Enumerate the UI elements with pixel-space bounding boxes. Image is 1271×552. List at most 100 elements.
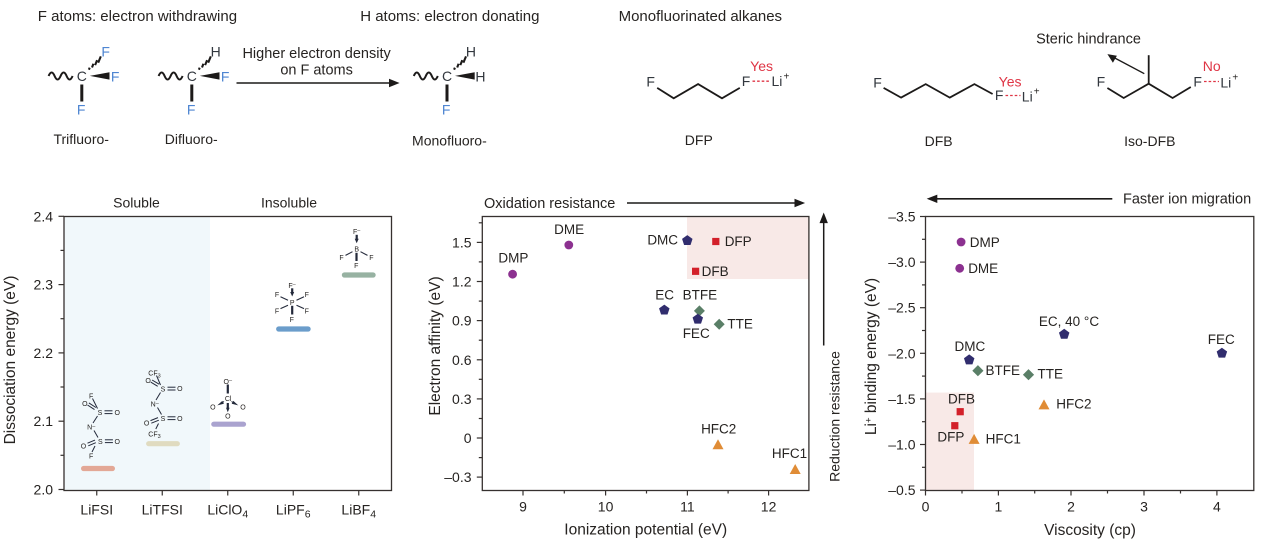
svg-text:O: O xyxy=(210,405,216,412)
svg-text:Li: Li xyxy=(772,73,783,89)
svg-text:Li: Li xyxy=(1022,88,1033,104)
svg-text:F: F xyxy=(101,43,110,59)
svg-text:O: O xyxy=(240,405,246,412)
svg-text:DFB: DFB xyxy=(702,264,729,279)
svg-text:Higher electron density: Higher electron density xyxy=(242,46,391,62)
svg-text:H: H xyxy=(475,69,485,85)
svg-text:1: 1 xyxy=(995,499,1003,515)
svg-text:O: O xyxy=(177,416,183,423)
svg-text:F: F xyxy=(89,454,93,461)
svg-text:O: O xyxy=(114,439,120,446)
svg-text:0.6: 0.6 xyxy=(452,352,472,368)
svg-text:10: 10 xyxy=(598,499,614,515)
svg-text:Ionization potential (eV): Ionization potential (eV) xyxy=(564,522,727,539)
svg-text:–2.0: –2.0 xyxy=(888,345,915,361)
svg-text:O: O xyxy=(81,444,87,451)
svg-text:O: O xyxy=(114,410,120,417)
svg-text:HFC2: HFC2 xyxy=(1056,396,1091,411)
svg-text:Li+ binding energy (eV): Li+ binding energy (eV) xyxy=(863,278,880,435)
svg-text:C: C xyxy=(187,68,197,84)
svg-text:LiClO4: LiClO4 xyxy=(207,502,248,521)
svg-text:0: 0 xyxy=(922,499,930,515)
svg-text:CF3: CF3 xyxy=(148,431,160,440)
svg-text:–3.0: –3.0 xyxy=(888,254,915,270)
svg-text:–0.5: –0.5 xyxy=(888,482,915,498)
svg-text:F: F xyxy=(305,308,309,315)
svg-text:DME: DME xyxy=(554,222,584,237)
svg-text:4: 4 xyxy=(1213,499,1221,515)
svg-text:LiBF4: LiBF4 xyxy=(341,502,376,521)
svg-text:F: F xyxy=(442,101,451,117)
svg-text:DFB: DFB xyxy=(925,133,953,149)
svg-text:F: F xyxy=(369,255,373,262)
svg-text:DMC: DMC xyxy=(955,339,986,354)
svg-text:3: 3 xyxy=(1140,499,1148,515)
svg-text:F: F xyxy=(221,69,230,85)
svg-text:11: 11 xyxy=(680,499,695,515)
svg-text:Insoluble: Insoluble xyxy=(261,195,317,211)
svg-text:Difluoro-: Difluoro- xyxy=(165,131,218,147)
svg-text:Iso-DFB: Iso-DFB xyxy=(1124,133,1175,149)
svg-text:TTE: TTE xyxy=(1038,367,1064,382)
svg-text:F: F xyxy=(89,393,93,400)
svg-text:DFP: DFP xyxy=(685,132,713,148)
svg-text:DFB: DFB xyxy=(948,392,975,407)
svg-text:LiTFSI: LiTFSI xyxy=(142,502,183,518)
svg-text:F: F xyxy=(1097,73,1106,89)
svg-text:DFP: DFP xyxy=(725,234,752,249)
svg-text:LiFSI: LiFSI xyxy=(80,502,113,518)
svg-text:+: + xyxy=(1232,73,1238,84)
svg-text:Reduction resistance: Reduction resistance xyxy=(827,351,843,482)
svg-text:HFC1: HFC1 xyxy=(986,431,1021,446)
svg-text:F: F xyxy=(77,101,86,117)
svg-text:0: 0 xyxy=(464,430,472,446)
svg-text:2.4: 2.4 xyxy=(34,208,54,224)
svg-text:B: B xyxy=(354,247,359,254)
svg-text:Yes: Yes xyxy=(999,74,1022,90)
svg-text:0.3: 0.3 xyxy=(452,391,472,407)
svg-text:Electron affinity (eV): Electron affinity (eV) xyxy=(427,276,444,415)
svg-text:O: O xyxy=(82,401,88,408)
svg-text:DMP: DMP xyxy=(498,251,528,266)
svg-text:Viscosity (cp): Viscosity (cp) xyxy=(1044,522,1136,539)
svg-text:F: F xyxy=(187,101,196,117)
svg-text:–2.5: –2.5 xyxy=(888,300,915,316)
svg-text:BTFE: BTFE xyxy=(683,288,718,303)
svg-text:–1.0: –1.0 xyxy=(888,437,915,453)
svg-text:DFP: DFP xyxy=(937,430,964,445)
svg-text:O: O xyxy=(145,378,151,385)
svg-text:HFC2: HFC2 xyxy=(701,422,736,437)
svg-text:HFC1: HFC1 xyxy=(772,446,807,461)
svg-text:N–: N– xyxy=(87,424,96,432)
svg-text:S: S xyxy=(98,410,103,417)
svg-text:2.3: 2.3 xyxy=(34,277,54,293)
svg-text:9: 9 xyxy=(519,499,527,515)
svg-text:Li: Li xyxy=(1220,74,1231,90)
svg-text:+: + xyxy=(784,72,790,83)
svg-text:Trifluoro-: Trifluoro- xyxy=(53,131,109,147)
svg-text:S: S xyxy=(161,416,166,423)
svg-text:H atoms: electron donating: H atoms: electron donating xyxy=(360,8,539,25)
svg-text:1.5: 1.5 xyxy=(452,234,472,250)
svg-text:S: S xyxy=(98,439,103,446)
svg-text:Oxidation resistance: Oxidation resistance xyxy=(484,196,615,212)
svg-text:FEC: FEC xyxy=(1208,332,1235,347)
svg-text:F: F xyxy=(339,255,343,262)
svg-text:EC: EC xyxy=(655,288,674,303)
svg-text:F–: F– xyxy=(353,228,361,236)
svg-text:F: F xyxy=(275,292,279,299)
svg-text:N–: N– xyxy=(151,401,160,409)
svg-text:–0.3: –0.3 xyxy=(444,469,471,485)
svg-text:F atoms: electron withdrawing: F atoms: electron withdrawing xyxy=(38,8,237,25)
svg-text:2: 2 xyxy=(1067,499,1075,515)
svg-text:P: P xyxy=(290,300,295,307)
svg-text:DME: DME xyxy=(968,261,998,276)
svg-text:F: F xyxy=(111,69,120,85)
svg-text:F: F xyxy=(995,87,1004,103)
svg-text:O: O xyxy=(177,386,183,393)
svg-text:O–: O– xyxy=(224,378,233,386)
svg-text:2.1: 2.1 xyxy=(34,413,54,429)
svg-text:F: F xyxy=(305,292,309,299)
svg-text:on F atoms: on F atoms xyxy=(280,63,353,79)
svg-text:O: O xyxy=(225,413,231,420)
